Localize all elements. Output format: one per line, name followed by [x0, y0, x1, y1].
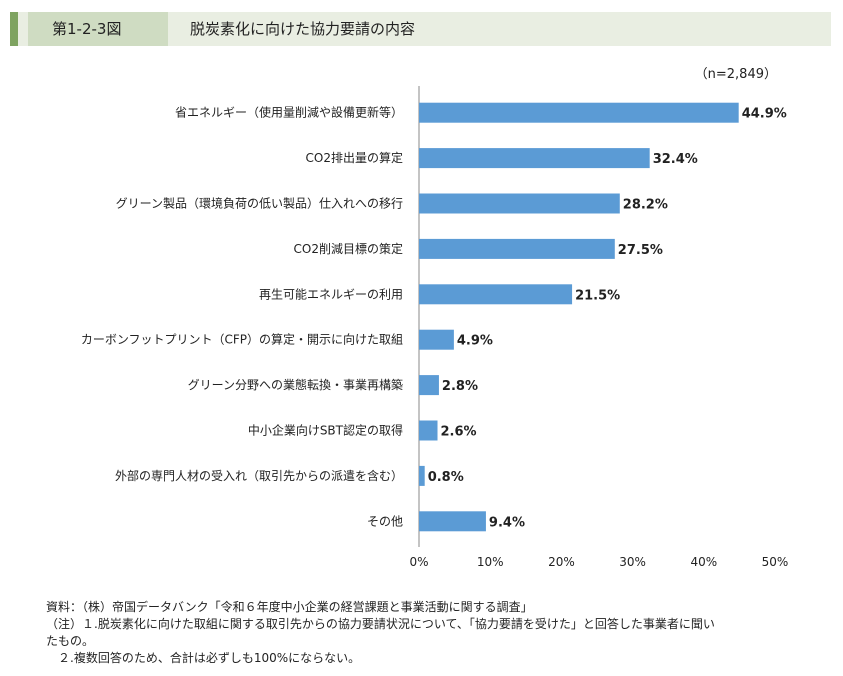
category-label: 中小企業向けSBT認定の取得: [248, 423, 403, 438]
source-line: 資料：（株）帝国データバンク「令和６年度中小企業の経営課題と事業活動に関する調査…: [46, 600, 533, 614]
x-tick-label: 30%: [619, 555, 646, 569]
figure-title: 脱炭素化に向けた協力要請の内容: [190, 20, 416, 38]
bar-chart: 省エネルギー（使用量削減や設備更新等） 44.9% CO2排出量の算定 32.4% グリ…: [81, 86, 789, 569]
figure-number: 第1-2-3図: [28, 12, 168, 46]
bar: [419, 465, 425, 486]
category-label: 外部の専門人材の受入れ（取引先からの派遣を含む）: [115, 468, 403, 483]
sample-size-note: （n=2,849）: [694, 67, 777, 82]
x-tick-label: 10%: [477, 555, 504, 569]
figure-header: 第1-2-3図 脱炭素化に向けた協力要請の内容: [10, 12, 831, 46]
note-line-3: ２.複数回答のため、合計は必ずしも100%にならない。: [46, 651, 361, 665]
value-label: 28.2%: [623, 198, 668, 213]
value-label: 2.8%: [442, 379, 478, 394]
bar: [419, 102, 739, 123]
x-tick-label: 50%: [762, 555, 789, 569]
value-label: 21.5%: [575, 288, 620, 303]
bar: [419, 329, 454, 350]
category-label: 再生可能エネルギーの利用: [259, 287, 403, 301]
value-label: 9.4%: [489, 515, 525, 530]
header-accent: [10, 12, 18, 46]
category-label: CO2削減目標の策定: [294, 241, 403, 256]
note-line-2: たもの。: [46, 634, 95, 648]
x-tick-label: 40%: [690, 555, 717, 569]
category-label: CO2排出量の算定: [306, 150, 403, 165]
value-label: 32.4%: [653, 152, 698, 167]
value-label: 44.9%: [742, 107, 787, 122]
bar: [419, 148, 650, 169]
bar: [419, 375, 439, 396]
category-label: グリーン分野への業態転換・事業再構築: [188, 377, 403, 392]
x-tick-label: 20%: [548, 555, 575, 569]
value-label: 27.5%: [618, 243, 663, 258]
value-label: 0.8%: [428, 470, 464, 485]
note-line-1: （注）１.脱炭素化に向けた取組に関する取引先からの協力要請状況について、「協力要…: [46, 617, 715, 631]
category-label: グリーン製品（環境負荷の低い製品）仕入れへの移行: [116, 196, 403, 211]
x-tick-label: 0%: [409, 555, 428, 569]
bar: [419, 238, 615, 259]
value-label: 2.6%: [441, 425, 477, 440]
value-label: 4.9%: [457, 334, 493, 349]
category-label: その他: [367, 514, 403, 528]
category-label: 省エネルギー（使用量削減や設備更新等）: [175, 105, 403, 120]
category-label: カーボンフットプリント（CFP）の算定・開示に向けた取組: [81, 332, 403, 347]
source-notes: 資料：（株）帝国データバンク「令和６年度中小企業の経営課題と事業活動に関する調査…: [46, 599, 806, 667]
bar: [419, 511, 486, 532]
bar: [419, 420, 438, 441]
bar: [419, 284, 573, 305]
bar: [419, 193, 620, 214]
